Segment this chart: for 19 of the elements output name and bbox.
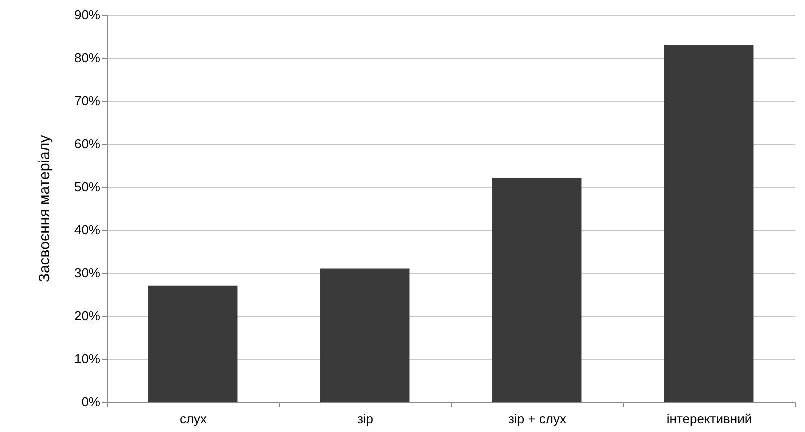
bar	[320, 268, 410, 402]
y-tick-label: 40%	[74, 222, 101, 238]
y-tick-label: 20%	[74, 308, 101, 324]
y-tick-label: 80%	[74, 50, 101, 66]
bar	[492, 178, 582, 402]
y-tick-label: 10%	[74, 352, 101, 366]
x-tick-label: зір + слух	[508, 412, 567, 426]
bar	[664, 45, 754, 402]
bar	[148, 286, 238, 402]
y-tick-label: 0%	[82, 394, 101, 410]
y-tick-label: 90%	[74, 8, 101, 22]
y-tick-label: 60%	[74, 136, 101, 152]
x-tick-label: інтерективний	[666, 412, 752, 426]
y-axis-title: Засвоєння матеріалу	[36, 134, 54, 283]
x-tick-label: слух	[180, 412, 208, 426]
y-tick-label: 70%	[74, 94, 101, 108]
y-tick-label: 50%	[74, 180, 101, 194]
x-tick-label: зір	[357, 412, 374, 426]
y-tick-label: 30%	[74, 266, 101, 280]
